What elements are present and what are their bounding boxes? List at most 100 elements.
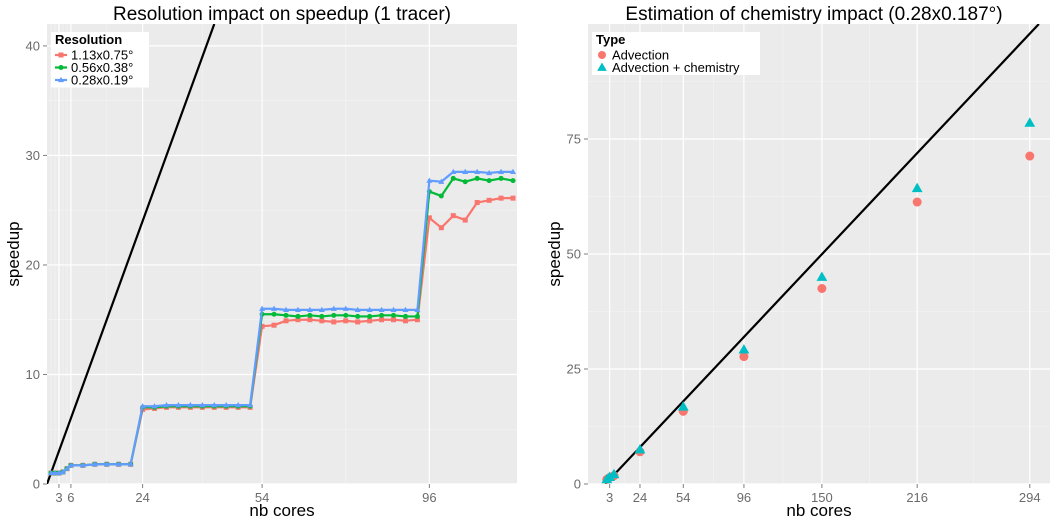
data-point: [474, 200, 480, 206]
y-tick-label: 75: [567, 132, 581, 147]
reference-line: [47, 24, 216, 484]
legend-box: [51, 32, 149, 88]
x-tick-label: 150: [811, 490, 833, 505]
data-point: [379, 312, 385, 318]
y-tick-label: 40: [26, 38, 40, 53]
data-point: [634, 443, 646, 454]
data-point: [115, 461, 122, 467]
data-point: [474, 175, 480, 181]
y-tick-label: 10: [26, 367, 40, 382]
data-point: [414, 317, 420, 323]
data-point: [295, 317, 301, 323]
data-point: [211, 402, 218, 408]
x-tick-label: 96: [422, 490, 436, 505]
data-point: [379, 317, 385, 323]
data-point: [51, 469, 58, 476]
data-point: [438, 178, 445, 184]
data-point: [414, 306, 421, 312]
data-point: [354, 306, 361, 312]
x-tick-label: 216: [906, 490, 928, 505]
chart-title: Estimation of chemistry impact (0.28x0.1…: [625, 4, 1002, 25]
data-point: [259, 323, 265, 329]
data-point: [127, 461, 134, 467]
legend-label: 1.13x0.75°: [71, 48, 133, 63]
reference-line: [604, 24, 1040, 484]
data-point: [59, 468, 66, 475]
data-point: [391, 312, 397, 318]
data-point: [139, 403, 146, 409]
data-point: [151, 403, 158, 409]
data-point: [486, 197, 492, 203]
data-point: [604, 471, 616, 481]
y-axis-label: speedup: [545, 221, 564, 286]
y-tick-label: 0: [33, 477, 40, 492]
data-point: [510, 168, 517, 174]
data-point: [355, 313, 361, 319]
data-point: [608, 468, 620, 479]
legend-title: Resolution: [55, 32, 122, 47]
data-point: [510, 195, 516, 201]
resolution-chart: 0 10 20 30 40 3 6 24 54 96 Resolution impact on sp…: [4, 4, 517, 520]
data-point: [247, 402, 254, 408]
data-point: [738, 344, 750, 354]
data-point: [486, 169, 493, 176]
data-point: [187, 402, 194, 408]
plot-panel: [47, 24, 517, 484]
data-point: [235, 402, 242, 408]
data-point: [199, 402, 206, 408]
data-point: [450, 175, 456, 181]
data-point: [307, 312, 313, 318]
data-point: [391, 317, 397, 323]
data-point: [367, 313, 373, 319]
data-point: [498, 175, 504, 181]
chemistry-chart: 0 25 50 75 3 24 54 96 150 216 294 Estimation of che…: [545, 4, 1050, 520]
data-point: [402, 313, 408, 319]
data-point: [911, 182, 923, 193]
data-point: [331, 319, 337, 325]
data-point: [462, 217, 468, 223]
data-point: [283, 312, 289, 318]
chart-title: Resolution impact on speedup (1 tracer): [113, 4, 451, 25]
data-point: [271, 311, 277, 317]
legend-swatch-marker: [58, 76, 64, 83]
legend-swatch-marker: [597, 62, 607, 71]
data-point: [91, 461, 98, 467]
legend-label: 0.56x0.38°: [71, 60, 133, 75]
data-point: [438, 225, 444, 231]
data-point: [450, 213, 456, 219]
data-point: [426, 177, 433, 183]
data-point: [816, 271, 828, 281]
x-tick-label: 96: [737, 490, 751, 505]
y-axis-label: speedup: [4, 221, 23, 286]
data-point: [1024, 117, 1036, 127]
data-point: [330, 305, 337, 311]
data-point: [294, 306, 301, 312]
data-point: [342, 305, 349, 311]
data-point: [367, 318, 373, 324]
x-axis-label: nb cores: [249, 501, 314, 520]
data-point: [282, 306, 289, 312]
legend-label: Advection: [612, 48, 669, 63]
data-point: [450, 168, 457, 174]
x-tick-label: 6: [67, 490, 74, 505]
data-point: [163, 402, 170, 408]
data-point: [438, 193, 444, 199]
data-point: [486, 178, 492, 184]
x-axis-label: nb cores: [786, 501, 851, 520]
data-point: [426, 215, 432, 221]
legend-box: [592, 32, 760, 75]
data-point: [739, 352, 749, 362]
data-point: [462, 168, 469, 174]
y-tick-label: 0: [574, 477, 581, 492]
x-tick-label: 3: [55, 490, 62, 505]
data-point: [498, 195, 504, 201]
legend-swatch-marker: [58, 65, 64, 70]
data-point: [319, 313, 325, 319]
data-point: [306, 306, 313, 312]
data-point: [307, 317, 313, 323]
data-point: [343, 318, 349, 324]
x-tick-label: 24: [633, 490, 647, 505]
y-tick-label: 25: [567, 362, 581, 377]
